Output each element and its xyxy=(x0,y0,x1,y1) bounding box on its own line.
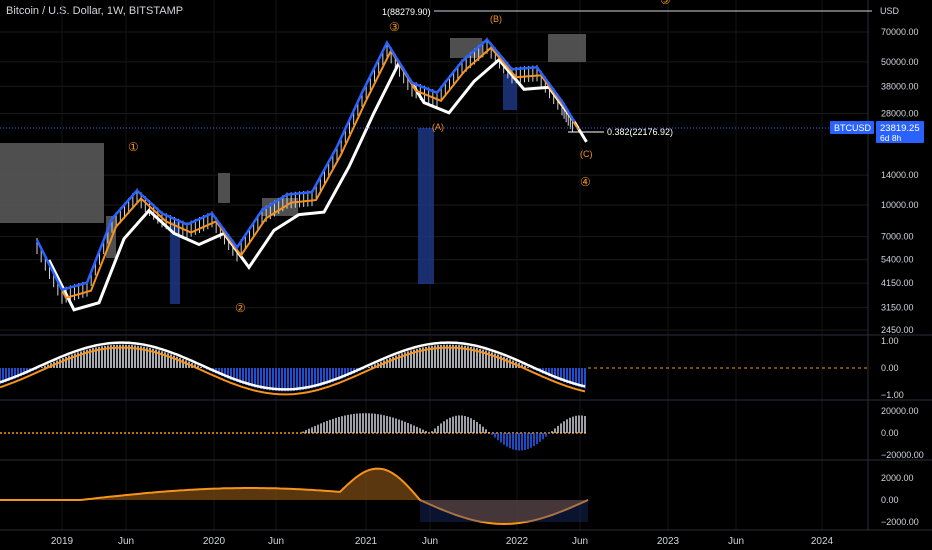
badge-price: 23819.25 xyxy=(880,123,920,134)
osc3-tick-label: −2000.00 xyxy=(881,517,919,527)
price-tick-label: 3150.00 xyxy=(881,303,914,313)
time-tick-label: 2020 xyxy=(203,536,226,547)
price-tick-label: 2450.00 xyxy=(881,325,914,335)
ma-blue-line xyxy=(35,37,576,292)
osc2-tick-label: 20000.00 xyxy=(881,406,919,416)
osc3-line xyxy=(0,467,589,526)
osc3-tick-label: 2000.00 xyxy=(881,473,914,483)
time-tick-label: 2021 xyxy=(355,536,378,547)
wave-3-label: ③ xyxy=(389,20,400,34)
osc3-fill xyxy=(0,468,588,524)
time-tick-label: Jun xyxy=(268,536,284,547)
price-tick-label: 70000.00 xyxy=(881,27,919,37)
osc1-white-line xyxy=(0,341,586,391)
time-tick-label: Jun xyxy=(422,536,438,547)
badge-symbol: BTCUSD xyxy=(834,123,872,133)
pane-dividers xyxy=(0,0,932,531)
price-tick-label: 38000.00 xyxy=(881,81,919,91)
osc2-histogram xyxy=(0,413,588,451)
fib-382-label: 0.382(22176.92) xyxy=(607,127,673,137)
price-tick-label: 10000.00 xyxy=(881,200,919,210)
zone-box xyxy=(262,198,298,216)
time-tick-label: Jun xyxy=(572,536,588,547)
price-tick-label: 5400.00 xyxy=(881,255,914,265)
osc2-tick-label: 0.00 xyxy=(881,428,899,438)
wave-4-label: ④ xyxy=(580,175,591,189)
price-tick-label: 14000.00 xyxy=(881,170,919,180)
price-axis: 70000.00 50000.00 38000.00 28000.00 14000.00… xyxy=(881,27,924,527)
osc3-neg-box xyxy=(420,500,588,522)
time-tick-label: Jun xyxy=(118,536,134,547)
time-axis: 2019 Jun 2020 Jun 2021 Jun 2022 Jun 2023 Jun 2024 xyxy=(51,536,834,547)
ma-white-line xyxy=(47,57,588,312)
wave-a-label: (A) xyxy=(432,122,444,132)
osc3-area xyxy=(0,467,589,526)
osc1-tick-label: 1.00 xyxy=(881,336,899,346)
chart-title: Bitcoin / U.S. Dollar, 1W, BITSTAMP xyxy=(6,5,184,17)
wave-b-label: (B) xyxy=(490,14,502,24)
zone-box xyxy=(218,173,230,203)
time-tick-label: Jun xyxy=(728,536,744,547)
price-tick-label: 28000.00 xyxy=(881,108,919,118)
price-badge: BTCUSD 23819.25 6d 8h xyxy=(830,121,924,143)
price-tick-label: 7000.00 xyxy=(881,232,914,242)
badge-time: 6d 8h xyxy=(880,133,902,143)
time-tick-label: 2019 xyxy=(51,536,74,547)
ma-orange-line xyxy=(40,46,580,299)
zone-bar xyxy=(170,222,180,304)
zone-boxes xyxy=(0,34,586,304)
zone-box xyxy=(548,34,586,62)
price-tick-label: 4150.00 xyxy=(881,278,914,288)
wave-c-label: (C) xyxy=(580,149,593,159)
badge-price-bg xyxy=(876,121,924,143)
time-tick-label: 2024 xyxy=(811,536,834,547)
time-tick-label: 2022 xyxy=(506,536,529,547)
zone-bar xyxy=(418,128,434,284)
price-bars xyxy=(36,37,573,304)
wave-5-label: ⑤ xyxy=(660,0,671,7)
zone-bar xyxy=(503,74,517,110)
osc1-tick-label: 0.00 xyxy=(881,363,899,373)
osc2-tick-label: −20000.00 xyxy=(881,450,924,460)
wave-2-label: ② xyxy=(235,301,246,315)
time-tick-label: 2023 xyxy=(657,536,680,547)
badge-symbol-bg xyxy=(830,121,874,134)
wave-1-label: ① xyxy=(128,140,139,154)
osc3-tick-label: 0.00 xyxy=(881,495,899,505)
price-tick-label: 50000.00 xyxy=(881,57,919,67)
osc1-orange-line xyxy=(0,346,586,396)
osc1-tick-label: −1.00 xyxy=(881,390,904,400)
fib-top-label: 1(88279.90) xyxy=(382,7,431,17)
zone-box xyxy=(0,143,104,223)
currency-label: USD xyxy=(880,6,900,16)
